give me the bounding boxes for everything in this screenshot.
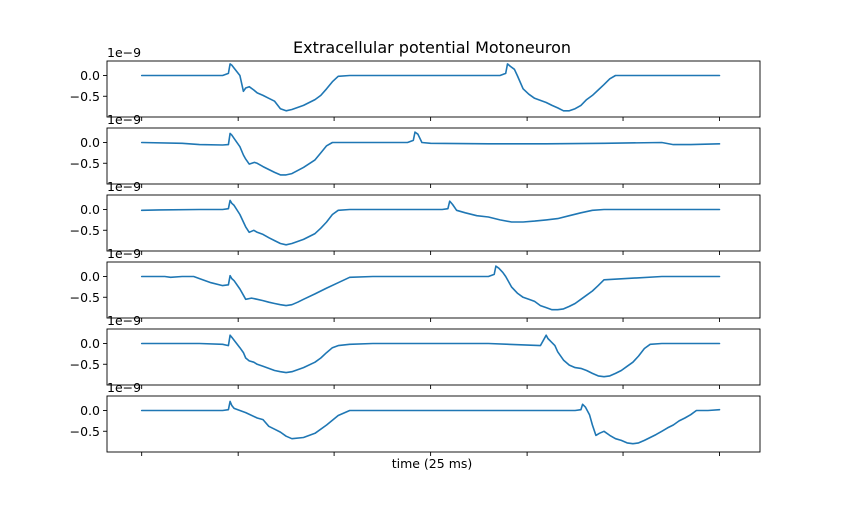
subplot-3: 1e−9 0.0 −0.5 <box>70 179 761 255</box>
series-line <box>140 131 721 176</box>
axes-frame <box>106 60 761 118</box>
offset-text: 1e−9 <box>107 246 141 261</box>
subplot-6: 1e−9 0.0 −0.5 <box>70 380 761 456</box>
series-line <box>140 199 721 246</box>
series-line <box>140 334 721 378</box>
x-axis-label: time (25 ms) <box>392 456 473 471</box>
series-line <box>140 400 721 445</box>
axes-frame <box>106 127 761 185</box>
y-tick-label: −0.5 <box>70 156 100 171</box>
series-line <box>140 265 721 311</box>
subplot-1: 1e−9 0.0 −0.5 <box>70 45 761 121</box>
y-tick-label: −0.5 <box>70 357 100 372</box>
subplot-4: 1e−9 0.0 −0.5 <box>70 246 761 322</box>
offset-text: 1e−9 <box>107 112 141 127</box>
y-tick-label: 0.0 <box>80 336 100 351</box>
y-tick-label: −0.5 <box>70 89 100 104</box>
axes-frame <box>106 261 761 319</box>
offset-text: 1e−9 <box>107 380 141 395</box>
y-tick-label: −0.5 <box>70 424 100 439</box>
y-tick-label: 0.0 <box>80 135 100 150</box>
y-tick-label: 0.0 <box>80 269 100 284</box>
y-tick-label: −0.5 <box>70 290 100 305</box>
axes-frame <box>106 194 761 252</box>
series-line <box>140 63 721 112</box>
offset-text: 1e−9 <box>107 313 141 328</box>
subplot-stack: 1e−9 0.0 −0.5 1e−9 0.0 −0.5 1e−9 0.0 −0.5 1e−9 0.0… <box>70 45 761 456</box>
y-tick-label: 0.0 <box>80 202 100 217</box>
axes-frame <box>106 395 761 453</box>
offset-text: 1e−9 <box>107 45 141 60</box>
subplot-5: 1e−9 0.0 −0.5 <box>70 313 761 389</box>
y-tick-label: 0.0 <box>80 68 100 83</box>
offset-text: 1e−9 <box>107 179 141 194</box>
y-tick-label: 0.0 <box>80 403 100 418</box>
subplot-2: 1e−9 0.0 −0.5 <box>70 112 761 188</box>
chart-title: Extracellular potential Motoneuron <box>293 38 571 57</box>
y-tick-label: −0.5 <box>70 223 100 238</box>
axes-frame <box>106 328 761 386</box>
